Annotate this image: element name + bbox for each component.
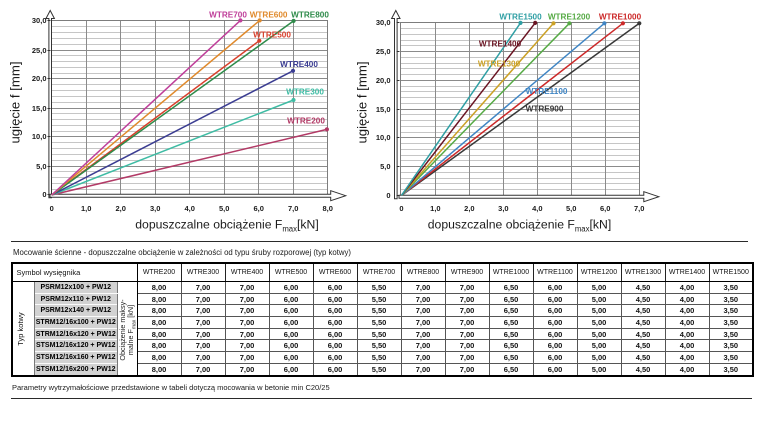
svg-text:0: 0 — [386, 191, 390, 200]
svg-text:7,0: 7,0 — [634, 204, 644, 213]
svg-text:WTRE700: WTRE700 — [209, 11, 247, 20]
svg-text:15,0: 15,0 — [32, 104, 47, 113]
svg-text:WTRE400: WTRE400 — [280, 60, 318, 69]
svg-text:1,0: 1,0 — [81, 204, 91, 213]
svg-text:5,0: 5,0 — [36, 162, 46, 171]
svg-text:WTRE1500: WTRE1500 — [499, 13, 542, 22]
svg-text:5,0: 5,0 — [566, 204, 576, 213]
svg-text:WTRE200: WTRE200 — [287, 117, 325, 126]
svg-text:WTRE1400: WTRE1400 — [479, 40, 522, 49]
svg-text:ugięcie f [mm]: ugięcie f [mm] — [355, 61, 370, 143]
svg-text:25,0: 25,0 — [32, 46, 47, 55]
svg-text:30,0: 30,0 — [376, 18, 391, 27]
svg-text:WTRE900: WTRE900 — [526, 105, 564, 114]
svg-text:WTRE1000: WTRE1000 — [599, 13, 642, 22]
svg-text:0: 0 — [42, 190, 46, 199]
svg-text:8,0: 8,0 — [322, 204, 332, 213]
svg-text:WTRE600: WTRE600 — [250, 11, 288, 20]
svg-text:dopuszczalne obciążenie Fmax[k: dopuszczalne obciążenie Fmax[kN] — [135, 218, 318, 234]
svg-text:3,0: 3,0 — [498, 204, 508, 213]
svg-text:WTRE1100: WTRE1100 — [526, 87, 568, 96]
svg-text:5,0: 5,0 — [380, 162, 390, 171]
svg-text:20,0: 20,0 — [376, 76, 391, 85]
svg-text:WTRE800: WTRE800 — [291, 11, 329, 20]
svg-text:10,0: 10,0 — [32, 132, 47, 141]
svg-text:6,0: 6,0 — [600, 204, 610, 213]
svg-text:2,0: 2,0 — [464, 204, 474, 213]
svg-text:WTRE1300: WTRE1300 — [478, 60, 521, 69]
svg-text:6,0: 6,0 — [253, 204, 263, 213]
svg-text:30,0: 30,0 — [32, 16, 47, 25]
svg-text:WTRE500: WTRE500 — [253, 31, 291, 40]
svg-text:WTRE1200: WTRE1200 — [548, 13, 591, 22]
svg-text:25,0: 25,0 — [376, 47, 391, 56]
svg-text:ugięcie f [mm]: ugięcie f [mm] — [7, 61, 22, 143]
svg-text:3,0: 3,0 — [150, 204, 160, 213]
svg-text:15,0: 15,0 — [376, 105, 391, 114]
svg-text:20,0: 20,0 — [32, 74, 47, 83]
svg-text:4,0: 4,0 — [184, 204, 194, 213]
svg-text:2,0: 2,0 — [115, 204, 125, 213]
svg-text:0: 0 — [399, 204, 403, 213]
svg-text:4,0: 4,0 — [532, 204, 542, 213]
svg-text:WTRE300: WTRE300 — [286, 88, 324, 97]
svg-text:1,0: 1,0 — [430, 204, 440, 213]
svg-text:0: 0 — [50, 204, 54, 213]
svg-text:dopuszczalne obciążenie Fmax[k: dopuszczalne obciążenie Fmax[kN] — [428, 218, 611, 234]
svg-text:10,0: 10,0 — [376, 133, 391, 142]
svg-text:5,0: 5,0 — [219, 204, 229, 213]
svg-text:7,0: 7,0 — [288, 204, 298, 213]
